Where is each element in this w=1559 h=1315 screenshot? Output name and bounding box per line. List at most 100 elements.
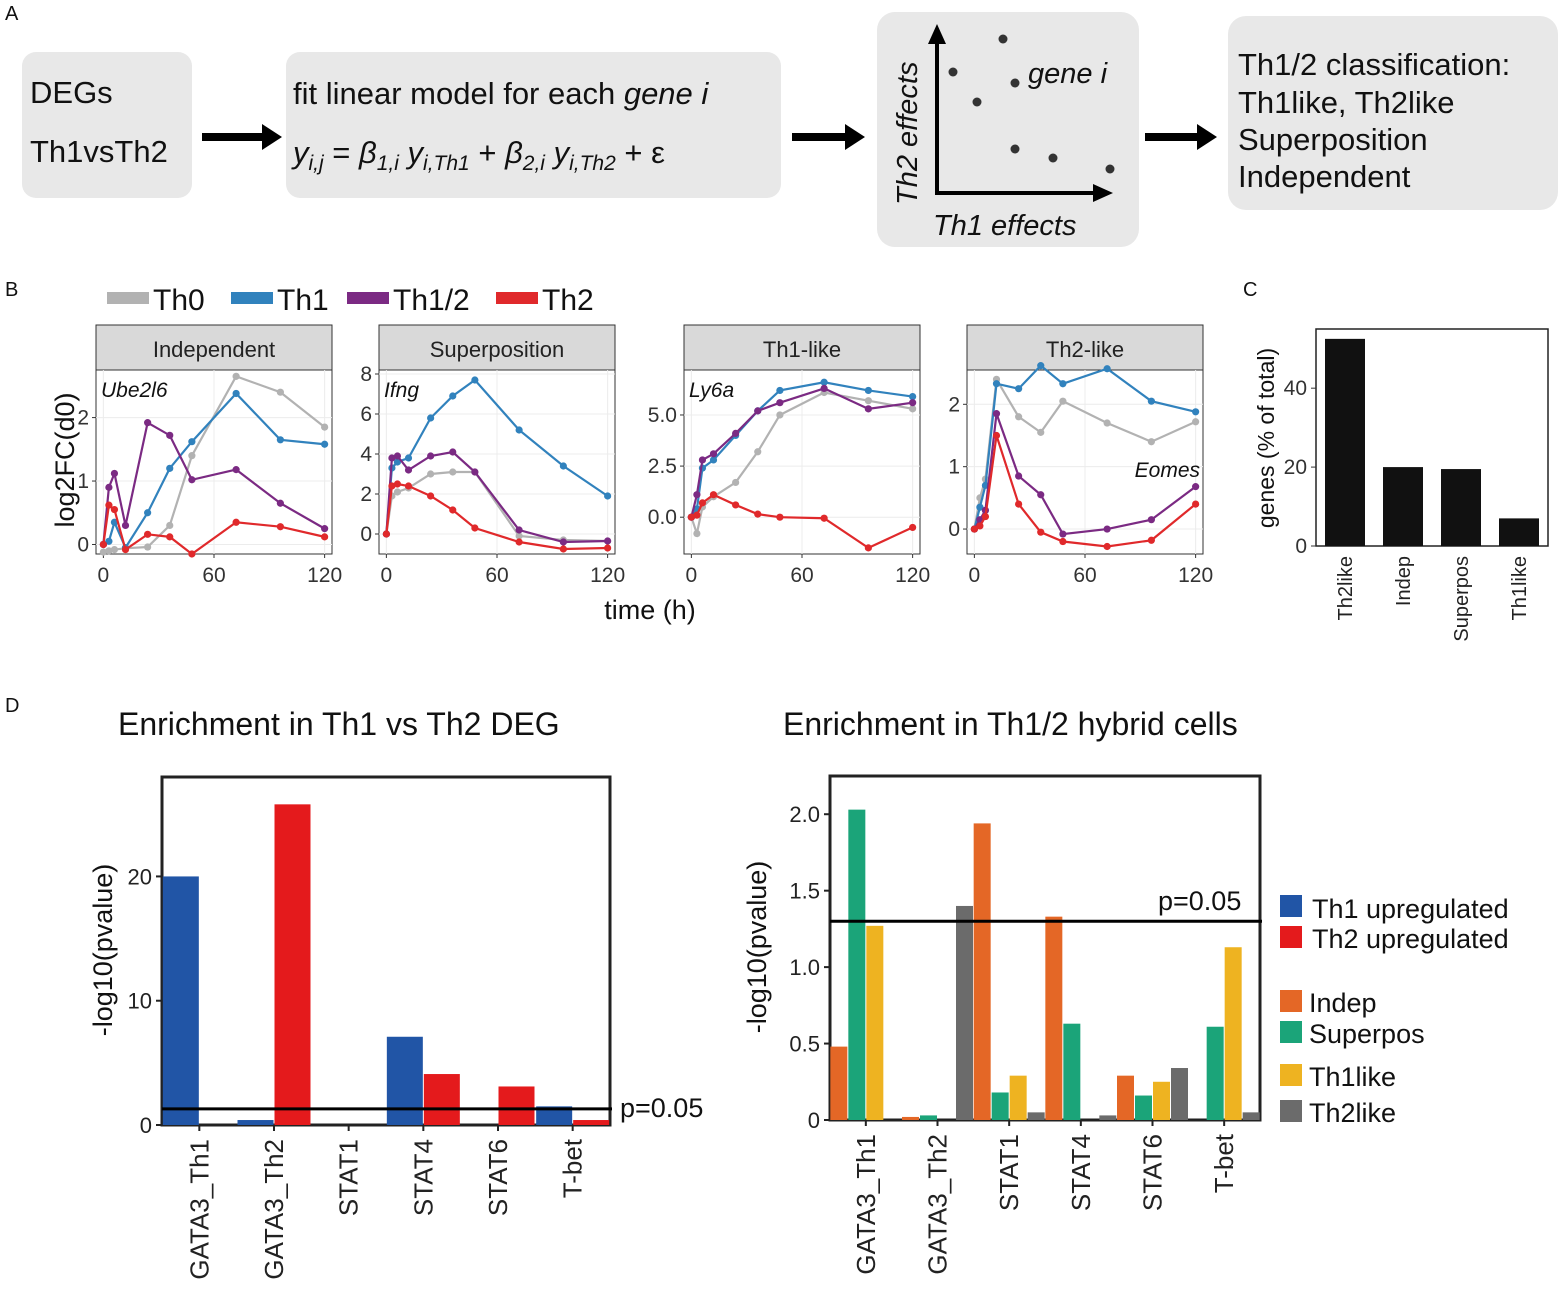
x-tick-label: T-bet <box>1209 1133 1239 1193</box>
x-tick-label: Indep <box>1393 556 1415 606</box>
y-tick-label: 1 <box>948 456 960 479</box>
class-line2: Th1like, Th2like <box>1238 85 1455 120</box>
y-tick-label: 0.5 <box>789 1032 820 1057</box>
x-tick-label: Th2like <box>1335 556 1357 620</box>
class-line3: Superposition <box>1238 122 1428 157</box>
series-line-Th1 <box>102 391 325 550</box>
y-tick-label: 2.0 <box>789 802 820 827</box>
y-tick-label: 0 <box>140 1113 152 1138</box>
gene-label: Eomes <box>1135 459 1201 482</box>
scatter-point <box>1010 78 1020 88</box>
data-point <box>709 450 718 458</box>
x-tick-label: 60 <box>790 564 813 587</box>
panel-b-ylabel: log2FC(d0) <box>50 392 80 527</box>
data-point <box>1015 472 1023 480</box>
data-point <box>698 499 707 507</box>
data-point <box>232 389 240 398</box>
bar-th2-upregulated <box>274 804 311 1125</box>
data-point <box>393 458 402 466</box>
legend-th2-up: Th2 upregulated <box>1312 924 1509 954</box>
data-point <box>1147 536 1155 544</box>
data-point <box>382 530 390 538</box>
data-point <box>1103 542 1111 551</box>
legend-th1-up: Th1 upregulated <box>1312 894 1509 924</box>
model-line1-prefix: fit linear model for each <box>293 76 624 111</box>
facet-strip <box>95 324 333 371</box>
y-tick-label: 0 <box>1295 535 1307 558</box>
scatter-point <box>1010 144 1020 154</box>
model-equation: yi,j = β1,i yi,Th1 + β2,i yi,Th2 + ε <box>291 135 665 175</box>
data-point <box>188 438 196 446</box>
data-point <box>427 492 435 500</box>
facet-title: Superposition <box>430 337 565 362</box>
classification-box <box>1228 16 1558 210</box>
bar-superpos <box>1206 1026 1224 1120</box>
data-point <box>144 543 152 551</box>
bar-th1like <box>1224 947 1242 1120</box>
panel-a: DEGs Th1vsTh2 fit linear model for each … <box>22 12 1558 247</box>
y-tick-label: 0.0 <box>648 506 677 529</box>
data-point <box>1015 385 1023 393</box>
data-point <box>144 419 152 427</box>
data-point <box>754 448 762 456</box>
data-point <box>321 423 329 431</box>
eq-sub-y1: i,Th1 <box>423 152 470 175</box>
data-point <box>471 468 479 476</box>
data-point <box>166 533 174 541</box>
data-point <box>105 547 113 555</box>
data-point <box>110 545 119 554</box>
legend-swatch-th1like <box>1280 1064 1302 1086</box>
data-point <box>909 392 917 401</box>
data-point <box>427 414 435 422</box>
data-point <box>276 523 284 531</box>
x-tick-label: Superpos <box>1451 556 1473 642</box>
data-point <box>864 386 872 395</box>
legend-th12: Th1/2 <box>393 284 470 317</box>
data-point <box>992 410 1001 418</box>
legend-swatch-th1 <box>231 292 273 304</box>
facet-title: Th1-like <box>763 337 841 362</box>
data-point <box>864 405 872 413</box>
x-tick-label: 120 <box>895 564 930 587</box>
y-tick-label: 10 <box>128 989 152 1014</box>
y-tick-label: 2 <box>948 393 960 416</box>
series-line-Th12 <box>102 420 326 545</box>
bar-th2like <box>1171 1068 1188 1120</box>
data-point <box>559 462 567 470</box>
data-point <box>1103 365 1111 373</box>
data-point <box>188 452 196 460</box>
eq-b1: β <box>358 135 377 170</box>
x-tick-label: STAT6 <box>483 1139 513 1216</box>
x-tick-label: 60 <box>1073 564 1096 587</box>
series-line-Th0 <box>973 375 1197 530</box>
scatter-x-arrowhead <box>1093 184 1113 202</box>
panel-c-ylabel: genes (% of total) <box>1253 348 1279 528</box>
data-point <box>1037 362 1045 370</box>
y-tick-label: 1.0 <box>789 955 820 980</box>
data-point <box>232 372 240 380</box>
y-tick-label: 40 <box>1284 377 1307 400</box>
facet-title: Th2-like <box>1046 337 1124 362</box>
bar-indep <box>1045 916 1063 1120</box>
data-point <box>1015 500 1023 508</box>
data-point <box>188 476 196 484</box>
x-tick-label: 0 <box>381 564 393 587</box>
panel-d-left-chart: 0 10 20 GATA3_Th1 GATA3_Th2 STAT1 STAT4 STAT6 T-… <box>128 775 612 1280</box>
x-tick-label: GATA3_Th2 <box>259 1139 289 1280</box>
legend-swatch-th2-up <box>1280 926 1302 948</box>
legend-th1: Th1 <box>277 284 329 317</box>
data-point <box>754 407 762 415</box>
panel-c-chart: 0 20 40 Th2like Indep Superpos Th1like <box>1284 328 1549 642</box>
eq-sub-b1: 1,i <box>377 152 401 175</box>
scatter-point <box>972 97 982 107</box>
bar-th1-upregulated <box>237 1120 274 1125</box>
eq-eq: = <box>324 135 359 170</box>
data-point <box>1192 418 1200 426</box>
arrow-3-head <box>1197 124 1217 150</box>
data-point <box>981 512 990 521</box>
bar-superpos <box>1063 1023 1081 1120</box>
model-box <box>286 52 781 198</box>
bar-th1like <box>866 925 884 1120</box>
y-tick-label: 2.5 <box>648 455 677 478</box>
bar-superpos <box>920 1115 937 1120</box>
